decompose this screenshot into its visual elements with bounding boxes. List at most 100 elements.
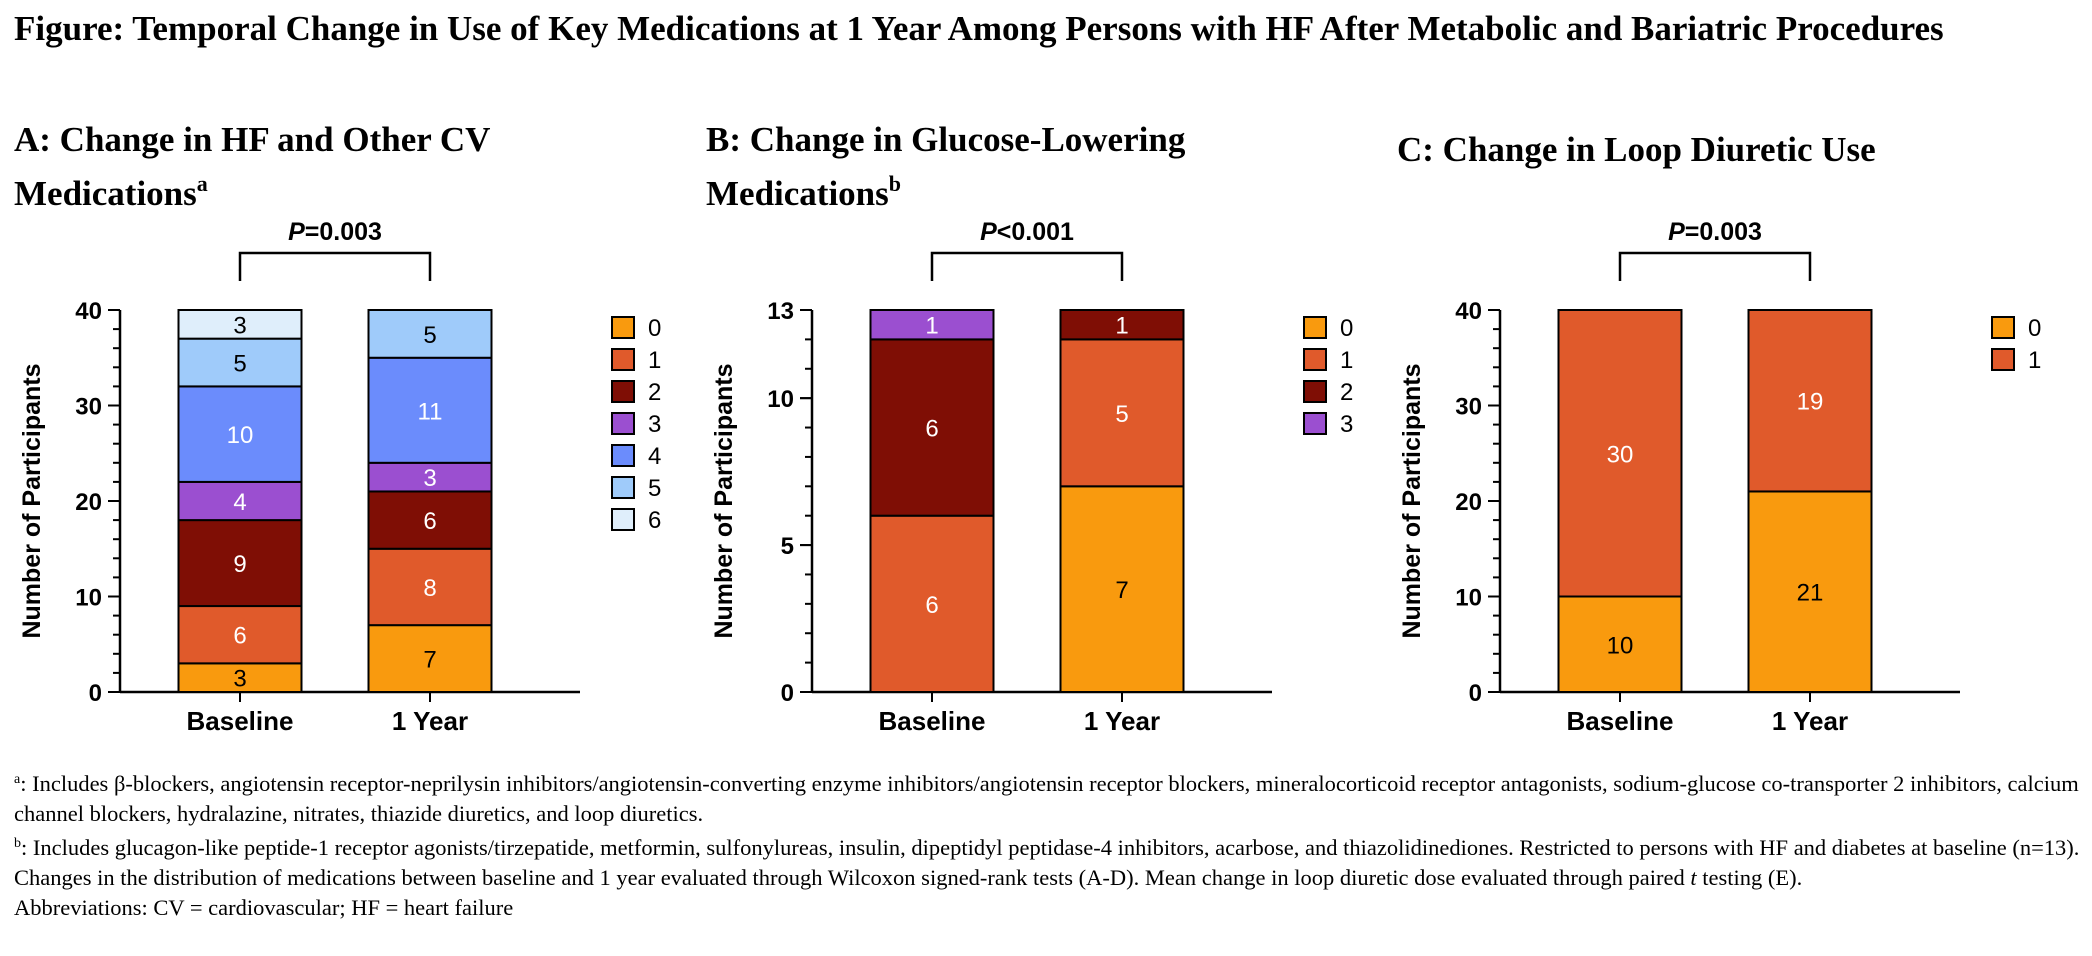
panel-c-title-text: C: Change in Loop Diuretic Use [1397,130,1876,169]
bar-value-label: 10 [227,422,254,449]
y-tick-label: 0 [1469,680,1482,707]
legend-label: 3 [1340,411,1353,438]
p-value-number: <0.001 [997,218,1074,246]
footnote-b-text: : Includes glucagon-like peptide-1 recep… [21,835,2080,860]
y-tick-label: 40 [75,298,102,325]
x-tick-label: 1 Year [1772,706,1848,736]
panel-a-title-sup: a [196,171,208,196]
x-tick-label: 1 Year [392,706,468,736]
bar-value-label: 9 [233,551,246,578]
legend-label: 2 [1340,379,1353,406]
bar-segment [367,356,493,464]
bar-segment [177,605,303,665]
methods-text-1: Changes in the distribution of medicatio… [14,865,1691,890]
footnotes: a: Includes β-blockers, angiotensin rece… [14,765,2084,923]
legend-label: 6 [648,507,661,534]
y-tick-label: 20 [1455,489,1482,516]
bar-value-label: 3 [423,465,436,492]
methods-t: t [1690,865,1697,890]
legend-label: 1 [2028,347,2041,374]
footnote-b: b: Includes glucagon-like peptide-1 rece… [14,829,2084,863]
panel-b-title: B: Change in Glucose-Lowering Medication… [706,118,1266,216]
y-tick-label: 30 [1455,394,1482,421]
bar-segment [367,547,493,627]
bar-value-label: 6 [233,623,246,650]
legend-label: 0 [2028,315,2041,342]
legend-label: 2 [648,379,661,406]
significance-bracket [238,251,432,281]
legend-swatch [1991,316,2015,339]
bar-value-label: 6 [925,592,938,619]
x-tick-label: Baseline [1567,706,1674,736]
bar-value-label: 30 [1607,441,1634,468]
legend-swatch [611,444,635,467]
y-tick-label: 30 [75,394,102,421]
footnote-abbreviations: Abbreviations: CV = cardiovascular; HF =… [14,895,514,920]
footnote-a: a: Includes β-blockers, angiotensin rece… [14,765,2084,829]
p-value-label: P<0.001 [980,218,1074,246]
significance-bracket [930,251,1124,281]
legend-swatch [1303,380,1327,403]
footnote-b-mark: b [14,836,21,851]
p-value-number: =0.003 [305,218,382,246]
p-value-label: P=0.003 [288,218,382,246]
y-tick-label: 10 [75,585,102,612]
legend-swatch [1303,348,1327,371]
legend-label: 1 [1340,347,1353,374]
legend-label: 3 [648,411,661,438]
bar-value-label: 10 [1607,632,1634,659]
legend-label: 4 [648,443,661,470]
bar-value-label: 5 [423,322,436,349]
bar-segment [177,519,303,608]
p-value-symbol: P [288,218,305,246]
bar-value-label: 1 [925,313,938,340]
bar-segment [869,338,995,517]
bar-segment [177,309,303,340]
panel-b-title-text: B: Change in Glucose-Lowering Medication… [706,120,1186,213]
bar-segment [869,514,995,694]
y-tick-label: 5 [781,533,794,560]
legend-swatch [1303,412,1327,435]
y-tick-label: 13 [767,298,794,325]
bar-value-label: 3 [233,666,246,693]
bar-segment [367,490,493,550]
bar-value-label: 19 [1797,389,1824,416]
bar-segment [1747,309,1873,493]
methods-text-2: testing (E). [1696,865,1803,890]
y-tick-label: 20 [75,489,102,516]
footnote-a-text: : Includes β-blockers, angiotensin recep… [14,771,2079,826]
legend-swatch [611,348,635,371]
y-tick-label: 10 [1455,585,1482,612]
bar-value-label: 7 [423,647,436,674]
bar-value-label: 4 [233,489,246,516]
legend-swatch [611,508,635,531]
x-tick-label: Baseline [879,706,986,736]
y-tick-label: 40 [1455,298,1482,325]
x-tick-label: Baseline [187,706,294,736]
bar-segment [1059,485,1185,693]
panel-a-title: A: Change in HF and Other CV Medications… [14,118,574,216]
x-tick-label: 1 Year [1084,706,1160,736]
legend-label: 5 [648,475,661,502]
y-axis-label: Number of Participants [18,363,46,638]
panel-b-title-sup: b [888,171,902,196]
bar-value-label: 5 [233,351,246,378]
bar-value-label: 21 [1797,580,1824,607]
legend-swatch [611,380,635,403]
bar-segment [1059,309,1185,341]
panel-c-title: C: Change in Loop Diuretic Use [1397,118,2057,172]
significance-bracket [1618,251,1812,281]
legend-swatch [1303,316,1327,339]
bar-segment [367,309,493,359]
y-axis-label: Number of Participants [1398,363,1426,638]
bar-value-label: 6 [423,508,436,535]
bar-value-label: 8 [423,575,436,602]
bar-value-label: 5 [1115,401,1128,428]
bar-segment [177,662,303,694]
bar-value-label: 3 [233,312,246,339]
legend-swatch [611,476,635,499]
bar-segment [177,385,303,483]
bar-segment [1557,309,1683,598]
